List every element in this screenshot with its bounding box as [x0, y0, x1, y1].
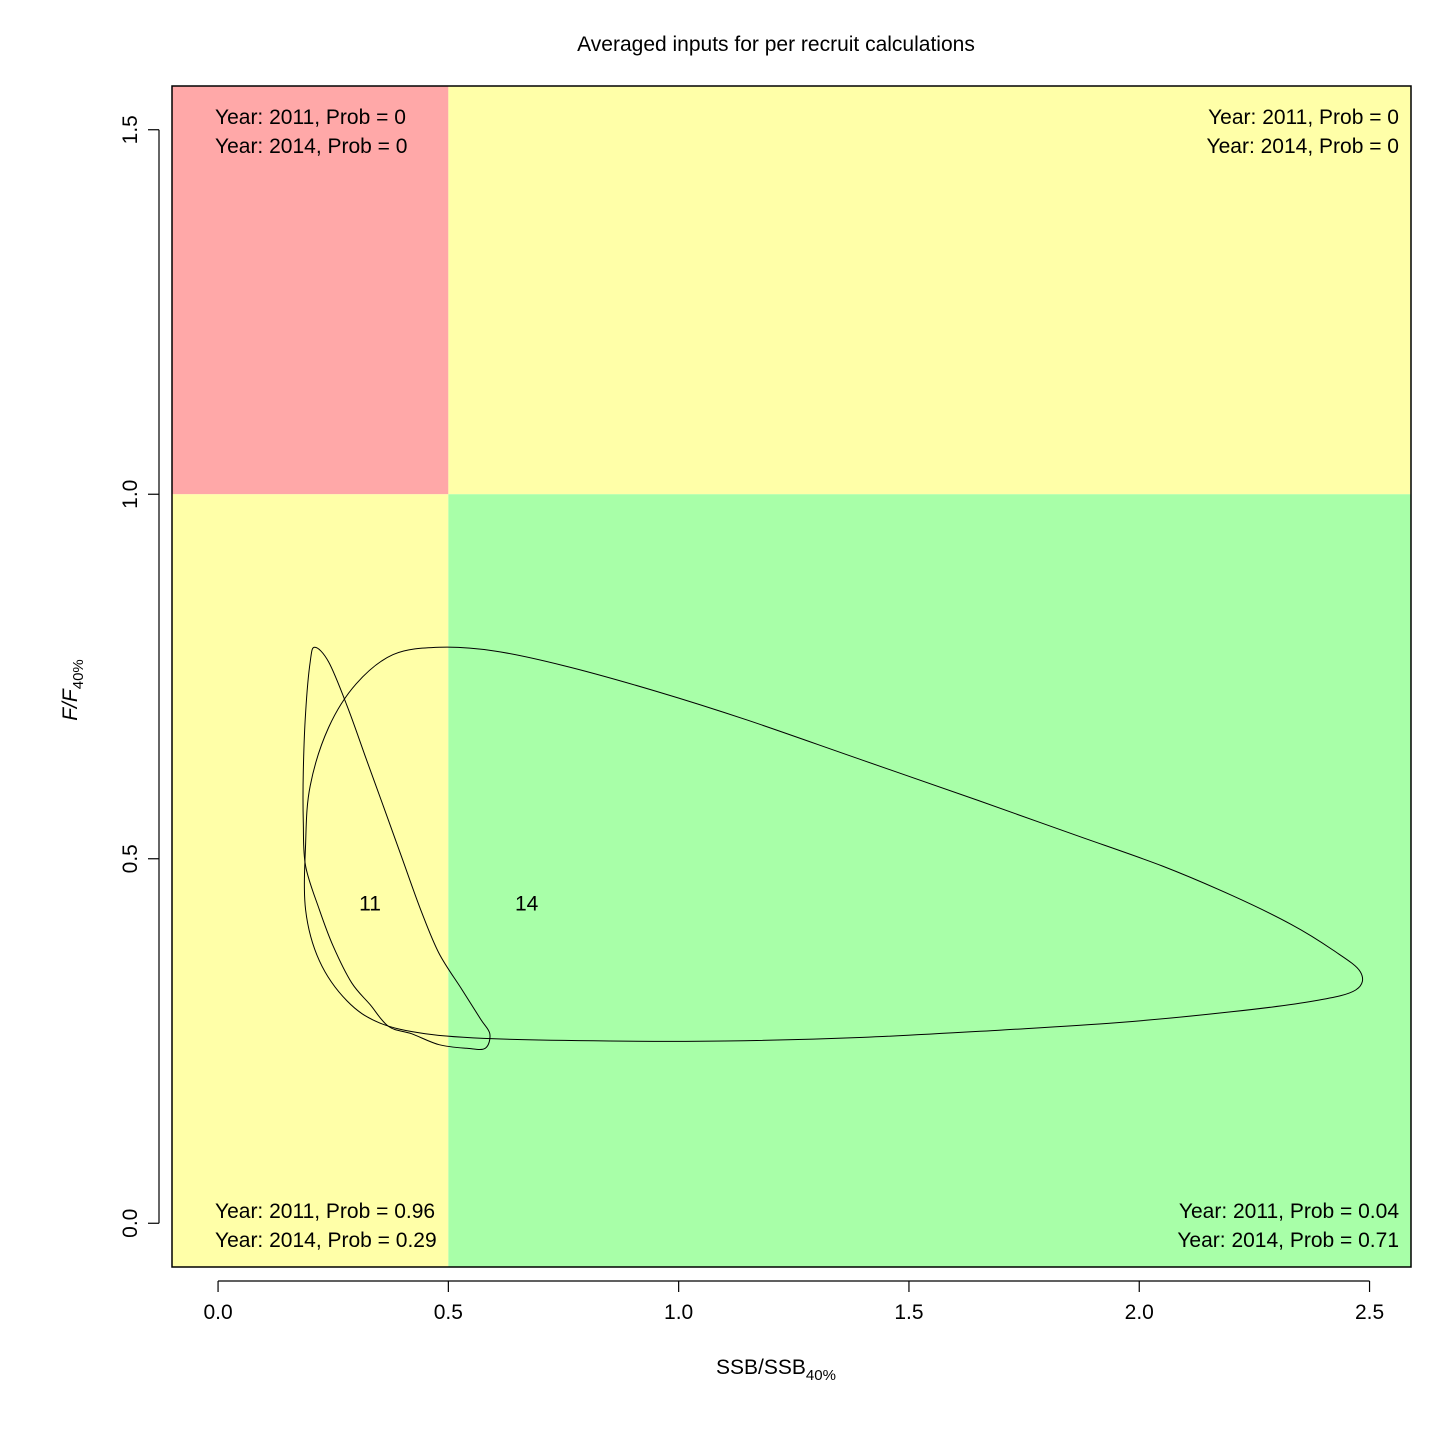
quadrant-label-bottom-right-2: Year: 2014, Prob = 0.71 — [1177, 1229, 1399, 1252]
quadrant-label-bottom-left-1: Year: 2011, Prob = 0.96 — [215, 1200, 435, 1223]
x-tick-label: 2.5 — [1355, 1301, 1384, 1324]
x-tick-label: 1.5 — [894, 1301, 923, 1324]
quadrant-label-top-left-1: Year: 2011, Prob = 0 — [215, 106, 406, 129]
x-axis-title-main: SSB/SSB — [716, 1356, 806, 1379]
y-axis-title: F/F40% — [59, 659, 87, 721]
y-axis: 0.0 0.5 1.0 1.5 — [119, 115, 160, 1238]
quadrant-label-top-right-2: Year: 2014, Prob = 0 — [1207, 135, 1399, 158]
y-tick-label: 1.0 — [119, 480, 142, 509]
quadrant-top-left — [172, 86, 449, 495]
quadrant-label-bottom-left-2: Year: 2014, Prob = 0.29 — [215, 1229, 437, 1252]
x-axis-title: SSB/SSB40% — [716, 1356, 836, 1384]
contour-14 — [303, 646, 1364, 1042]
quadrant-probability-labels: Year: 2011, Prob = 0 Year: 2014, Prob = 0… — [215, 106, 1399, 1252]
x-tick-label: 2.0 — [1125, 1301, 1154, 1324]
y-tick-label: 0.5 — [119, 844, 142, 873]
series-labels: 11 14 — [359, 892, 539, 915]
series-label-11: 11 — [359, 892, 381, 915]
quadrant-bottom-right — [448, 494, 1411, 1267]
chart-title: Averaged inputs for per recruit calculat… — [577, 33, 975, 56]
x-tick-label: 0.0 — [203, 1301, 232, 1324]
y-tick-label: 0.0 — [119, 1209, 142, 1238]
density-contours — [302, 646, 1364, 1051]
quadrant-label-top-left-2: Year: 2014, Prob = 0 — [215, 135, 407, 158]
quadrant-bottom-left — [172, 494, 449, 1267]
series-label-14: 14 — [515, 892, 539, 915]
x-axis-title-sub: 40% — [806, 1367, 836, 1384]
x-axis: 0.0 0.5 1.0 1.5 2.0 2.5 — [203, 1280, 1384, 1324]
contour-11 — [302, 646, 491, 1051]
x-tick-label: 0.5 — [434, 1301, 463, 1324]
y-axis-title-main: F/F — [59, 688, 82, 721]
plot-frame — [171, 85, 1412, 1268]
x-tick-label: 1.0 — [664, 1301, 693, 1324]
quadrant-label-bottom-right-1: Year: 2011, Prob = 0.04 — [1179, 1200, 1399, 1223]
quadrant-top-right — [448, 86, 1411, 495]
y-axis-title-sub: 40% — [70, 659, 87, 689]
quadrant-backgrounds — [172, 86, 1411, 1267]
y-tick-label: 1.5 — [119, 115, 142, 144]
quadrant-label-top-right-1: Year: 2011, Prob = 0 — [1208, 106, 1399, 129]
